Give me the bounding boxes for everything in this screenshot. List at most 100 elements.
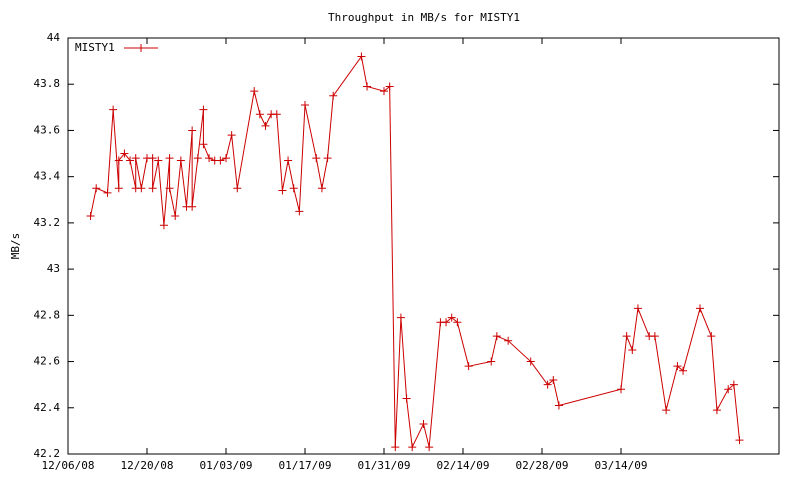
data-point (131, 154, 140, 163)
y-tick-label: 42.8 (34, 308, 61, 321)
data-point (222, 154, 230, 163)
data-point (233, 184, 242, 193)
data-point (137, 184, 146, 193)
data-point (357, 52, 366, 61)
data-point (504, 336, 513, 345)
data-point (193, 154, 202, 163)
x-tick-label: 01/03/09 (200, 459, 253, 472)
y-tick-label: 43.2 (34, 216, 61, 229)
data-point (188, 202, 197, 211)
data-point (92, 184, 101, 193)
data-point (729, 380, 738, 389)
data-point (199, 140, 208, 149)
data-point (109, 105, 118, 114)
data-point (154, 156, 163, 165)
data-line (90, 55, 740, 449)
data-point (396, 313, 405, 322)
data-point (662, 406, 671, 415)
x-tick-label: 12/06/08 (42, 459, 95, 472)
data-point (317, 184, 326, 193)
data-point (188, 126, 197, 135)
y-axis-label: MB/s (9, 233, 22, 260)
data-point (148, 154, 157, 163)
data-point (380, 87, 388, 96)
data-point (696, 304, 704, 313)
data-point (391, 443, 400, 452)
data-point (650, 332, 659, 341)
data-point (165, 184, 174, 193)
data-point (402, 394, 411, 403)
y-tick-label: 43.6 (34, 123, 61, 136)
x-tick-label: 12/20/08 (121, 459, 174, 472)
data-point (255, 110, 264, 119)
legend-marker (137, 44, 145, 52)
data-point (278, 186, 287, 195)
data-point (724, 385, 733, 394)
data-point (199, 105, 208, 114)
data-point (312, 154, 321, 163)
data-point (165, 154, 174, 163)
y-tick-label: 43.4 (34, 170, 61, 183)
data-point (159, 221, 168, 230)
data-point (707, 332, 716, 341)
y-tick-label: 44 (47, 31, 61, 44)
data-point (148, 184, 157, 193)
data-point (492, 332, 501, 341)
data-point (543, 380, 552, 389)
x-tick-label: 02/14/09 (437, 459, 490, 472)
data-point (464, 362, 473, 371)
y-tick-label: 43 (47, 262, 60, 275)
chart-title: Throughput in MB/s for MISTY1 (328, 11, 520, 24)
data-point (284, 156, 293, 165)
data-point (385, 82, 394, 91)
data-point (114, 156, 123, 165)
data-point (289, 184, 298, 193)
data-point (526, 357, 535, 366)
data-point (261, 121, 270, 130)
data-point (363, 82, 372, 91)
data-point (554, 401, 563, 410)
data-point (419, 419, 428, 428)
data-point (250, 87, 259, 96)
x-tick-label: 02/28/09 (516, 459, 569, 472)
data-point (679, 366, 688, 375)
legend-label: MISTY1 (75, 41, 115, 54)
data-point (447, 313, 456, 322)
data-point (329, 91, 338, 100)
data-point (227, 131, 236, 140)
data-point (216, 156, 225, 165)
data-point (487, 357, 496, 366)
data-point (673, 362, 682, 371)
data-point (617, 385, 625, 394)
data-point (295, 207, 304, 216)
data-point (171, 211, 180, 220)
y-tick-label: 42.6 (34, 355, 61, 368)
x-tick-label: 03/14/09 (595, 459, 648, 472)
data-point (272, 110, 281, 119)
data-point (126, 156, 135, 165)
x-tick-label: 01/31/09 (358, 459, 411, 472)
data-point (323, 154, 332, 163)
y-tick-label: 43.8 (34, 77, 61, 90)
data-point (103, 188, 112, 197)
data-point (425, 443, 434, 452)
data-point (205, 154, 214, 163)
data-point (114, 184, 123, 193)
x-tick-label: 01/17/09 (279, 459, 332, 472)
data-point (408, 443, 417, 452)
data-point (120, 149, 129, 158)
y-tick-label: 42.2 (34, 447, 61, 460)
data-point (301, 101, 309, 110)
data-point (735, 436, 744, 445)
plot-frame (67, 37, 780, 455)
data-point (176, 156, 185, 165)
data-point (549, 376, 558, 385)
data-point (86, 211, 95, 220)
data-point (712, 406, 721, 415)
data-point (633, 304, 642, 313)
data-point (628, 346, 637, 354)
y-tick-label: 42.4 (34, 401, 61, 414)
data-point (622, 332, 631, 341)
data-point (442, 318, 451, 327)
